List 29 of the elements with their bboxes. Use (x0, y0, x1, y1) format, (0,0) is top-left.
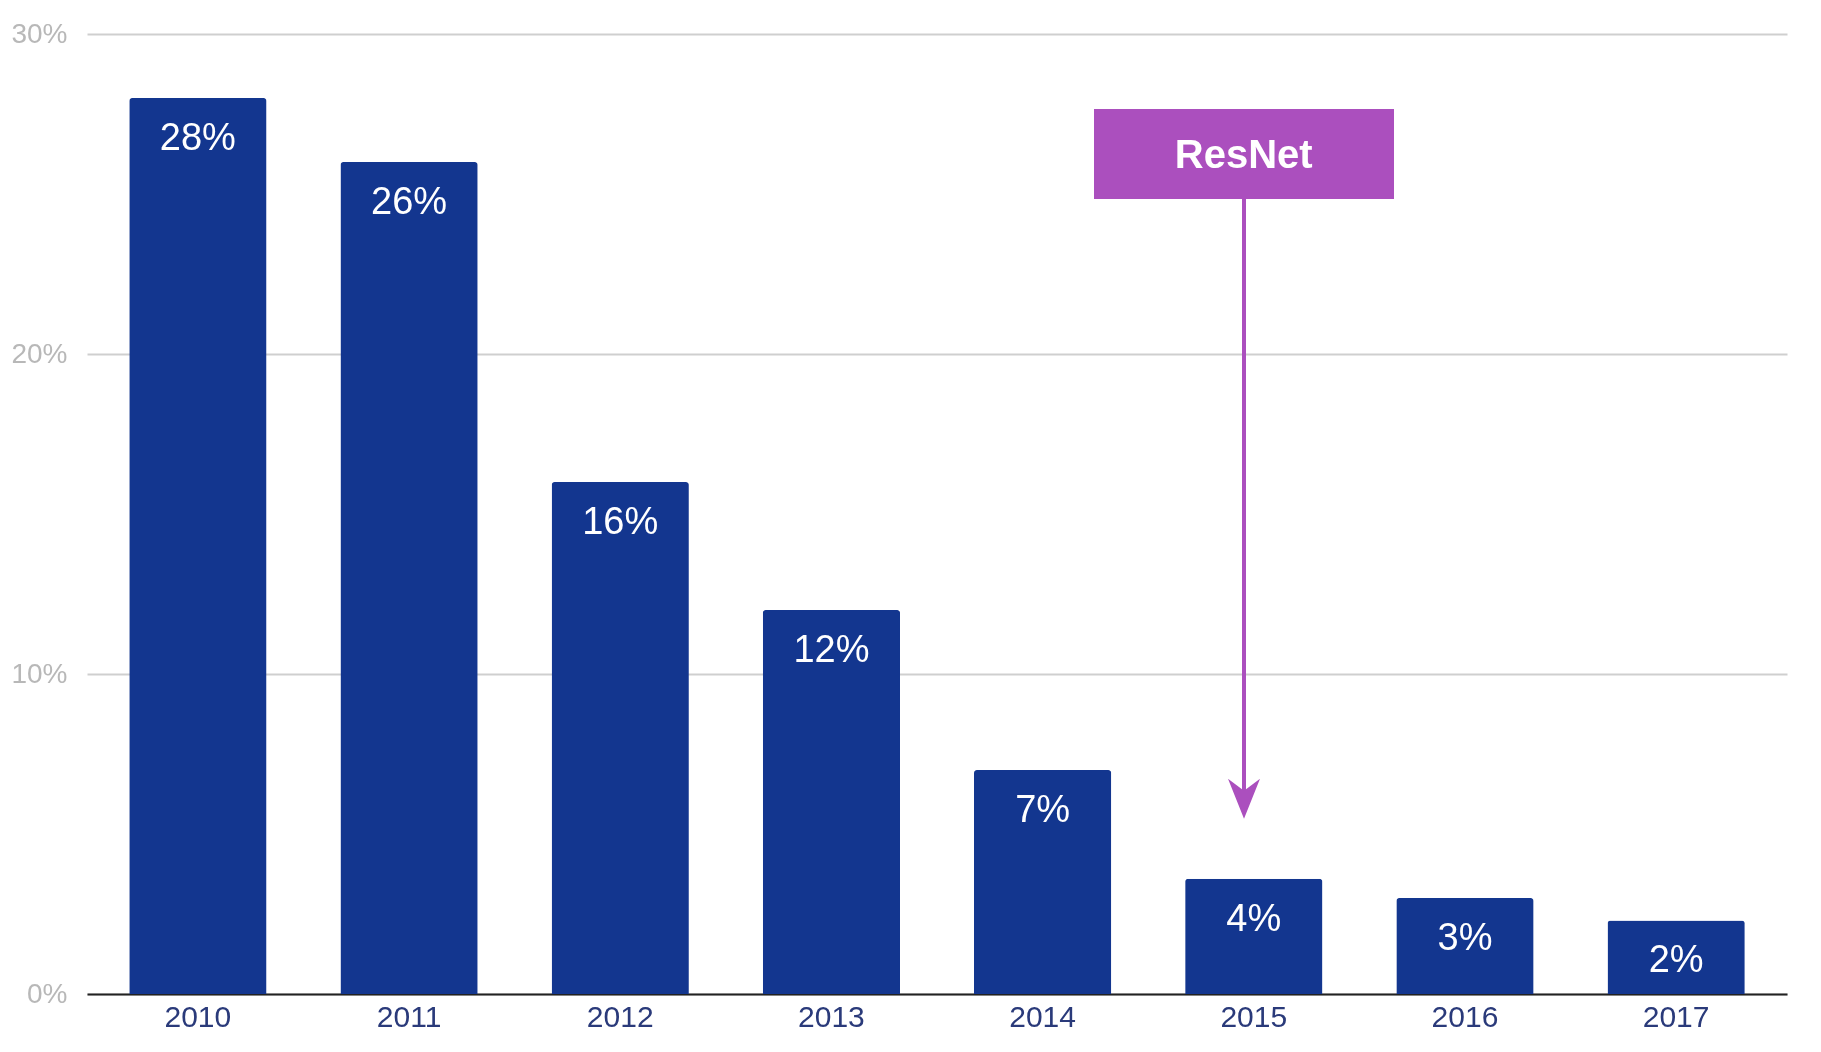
data-label: 12% (793, 628, 870, 670)
bar (129, 98, 267, 994)
x-tick-label: 2012 (586, 999, 654, 1033)
data-label: 2% (1648, 938, 1704, 981)
y-tick-label: 10% (11, 657, 68, 689)
bar (551, 482, 689, 994)
x-tick-label: 2016 (1431, 999, 1499, 1033)
x-tick-label: 2017 (1642, 999, 1710, 1033)
x-tick-label: 2014 (1009, 999, 1076, 1033)
bar (762, 610, 901, 994)
bar (1396, 898, 1534, 994)
data-label: 7% (1015, 788, 1071, 830)
data-label: 28% (159, 116, 236, 158)
data-label: 16% (582, 500, 659, 542)
x-tick-label: 2013 (798, 999, 865, 1033)
data-label: 4% (1226, 896, 1282, 939)
y-tick-label: 20% (11, 337, 68, 369)
data-label: 3% (1437, 916, 1493, 958)
bar (1185, 878, 1323, 994)
callout-box: ResNet (1093, 109, 1394, 199)
data-label: 26% (371, 180, 448, 222)
x-tick-label: 2015 (1220, 999, 1288, 1033)
y-tick-label: 0% (27, 977, 68, 1009)
y-tick-label: 30% (11, 17, 68, 49)
bar (973, 770, 1112, 994)
x-tick-label: 2011 (376, 999, 442, 1033)
bar (340, 162, 478, 994)
bar (1607, 920, 1745, 994)
x-tick-label: 2010 (164, 999, 232, 1033)
